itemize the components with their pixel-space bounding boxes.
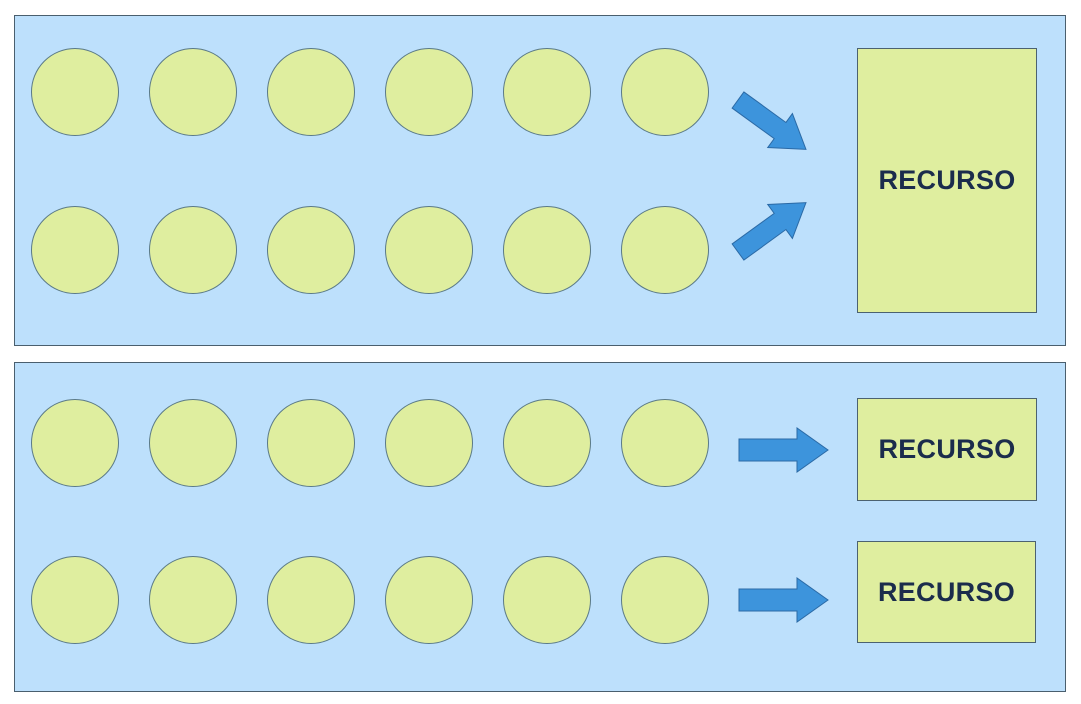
process-circle <box>149 206 237 294</box>
arrow-right-icon <box>738 427 829 473</box>
process-circle <box>267 48 355 136</box>
process-circle <box>267 206 355 294</box>
process-circle <box>149 48 237 136</box>
arrow-down-right-icon <box>731 91 807 150</box>
process-circle <box>149 399 237 487</box>
arrow-right-icon <box>738 577 829 623</box>
process-circle <box>621 48 709 136</box>
process-circle <box>503 48 591 136</box>
process-circle <box>149 556 237 644</box>
process-circle <box>267 556 355 644</box>
process-circle <box>385 206 473 294</box>
process-circle <box>385 48 473 136</box>
process-circle <box>503 556 591 644</box>
process-circle <box>621 556 709 644</box>
process-circle <box>621 399 709 487</box>
process-circle <box>31 206 119 294</box>
arrow-up-right-icon <box>731 202 807 261</box>
process-circle <box>267 399 355 487</box>
process-circle <box>31 399 119 487</box>
resource-box-1: RECURSO <box>857 398 1037 501</box>
shared-resource-box: RECURSO <box>857 48 1037 313</box>
process-circle <box>503 399 591 487</box>
process-circle <box>385 399 473 487</box>
process-circle <box>31 556 119 644</box>
process-circle <box>31 48 119 136</box>
process-circle <box>503 206 591 294</box>
process-circle <box>621 206 709 294</box>
process-circle <box>385 556 473 644</box>
resource-box-2: RECURSO <box>857 541 1036 643</box>
